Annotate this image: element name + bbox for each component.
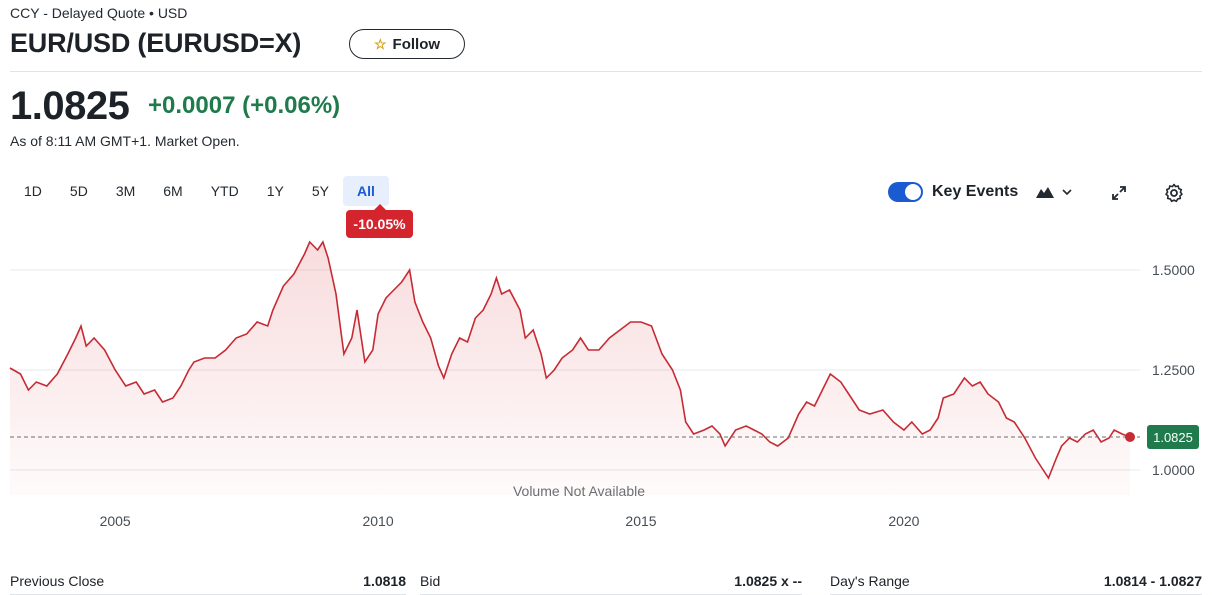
chart-price-line — [9, 240, 1131, 480]
x-tick-label: 2020 — [888, 513, 919, 529]
stat-value: 1.0818 — [363, 573, 406, 589]
key-events-label: Key Events — [932, 183, 1019, 200]
volume-not-available: Volume Not Available — [513, 483, 645, 499]
current-price-tag-text: 1.0825 — [1153, 430, 1193, 445]
price-change-pct: (+0.06%) — [242, 92, 341, 119]
range-change-badge: -10.05% — [346, 204, 413, 238]
as-of-timestamp: As of 8:11 AM GMT+1. Market Open. — [10, 133, 240, 149]
gear-icon — [1165, 183, 1183, 203]
range-selector: 1D 5D 3M 6M YTD 1Y 5Y All — [10, 176, 389, 206]
chart-type-dropdown[interactable] — [1036, 181, 1072, 203]
toggle-knob — [905, 184, 921, 200]
stat-label: Day's Range — [830, 573, 910, 589]
price-change: +0.0007 (+0.06%) — [148, 92, 340, 120]
y-tick-label: 1.2500 — [1152, 362, 1195, 378]
chart-area-fill — [10, 242, 1130, 495]
stat-bid: Bid 1.0825 x -- — [420, 573, 802, 595]
header-divider — [10, 71, 1202, 72]
mountain-chart-icon — [1036, 187, 1054, 198]
range-1y[interactable]: 1Y — [266, 183, 284, 199]
range-6m[interactable]: 6M — [163, 183, 183, 199]
star-icon: ☆ — [373, 36, 387, 52]
follow-button[interactable]: ☆ Follow — [349, 29, 465, 59]
expand-icon — [1112, 186, 1126, 200]
stat-label: Bid — [420, 573, 441, 589]
quote-stats: Previous Close 1.0818 Bid 1.0825 x -- Day's … — [10, 573, 1202, 595]
x-tick-label: 2010 — [362, 513, 393, 529]
expand-button[interactable] — [1107, 181, 1131, 205]
current-price-dot — [1125, 432, 1135, 442]
follow-label: Follow — [392, 35, 441, 53]
y-tick-label: 1.5000 — [1152, 262, 1195, 278]
price-change-abs: +0.0007 — [148, 92, 236, 119]
settings-button[interactable] — [1162, 181, 1186, 205]
x-tick-label: 2005 — [100, 513, 131, 529]
range-ytd[interactable]: YTD — [210, 183, 239, 199]
x-tick-label: 2015 — [625, 513, 656, 529]
price-chart[interactable]: 1.0825 1.5000 1.2500 1.0000 2005 2010 2015 20… — [0, 215, 1212, 545]
page-title: EUR/USD (EURUSD=X) — [10, 28, 302, 58]
quote-meta: CCY - Delayed Quote • USD — [10, 5, 188, 21]
range-1d[interactable]: 1D — [24, 183, 42, 199]
stat-value: 1.0825 x -- — [734, 573, 802, 589]
range-all[interactable]: All — [342, 176, 389, 206]
stat-day-s-range: Day's Range 1.0814 - 1.0827 — [830, 573, 1202, 595]
stat-label: Previous Close — [10, 573, 105, 589]
current-price-tag — [1147, 425, 1199, 449]
range-5d[interactable]: 5D — [69, 183, 88, 199]
chevron-down-icon — [1062, 189, 1072, 195]
range-3m[interactable]: 3M — [115, 183, 136, 199]
y-tick-label: 1.0000 — [1152, 462, 1195, 478]
current-price: 1.0825 — [10, 84, 130, 128]
range-5y[interactable]: 5Y — [311, 183, 329, 199]
key-events-toggle[interactable] — [888, 182, 923, 202]
stat-previous-close: Previous Close 1.0818 — [10, 573, 406, 595]
stat-value: 1.0814 - 1.0827 — [1103, 573, 1202, 589]
